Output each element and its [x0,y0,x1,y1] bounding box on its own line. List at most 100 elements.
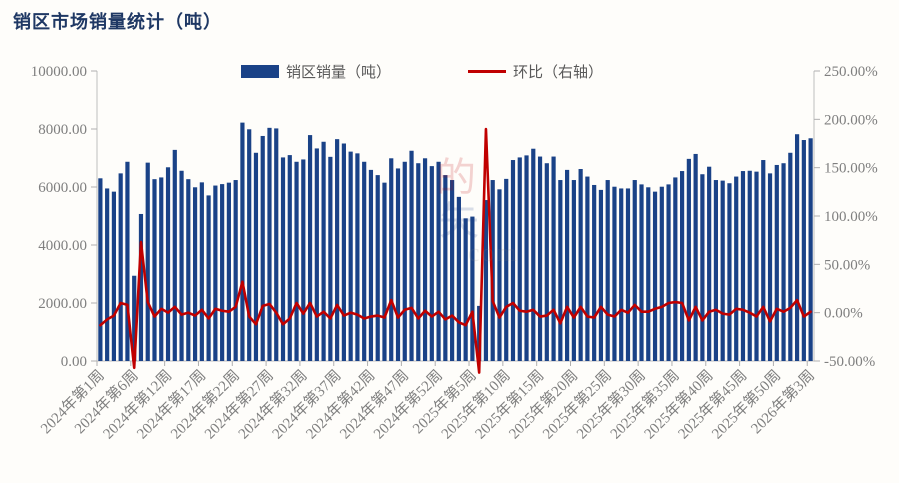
bar [700,174,705,361]
bar [761,160,766,361]
bar [612,186,617,361]
bar [118,173,123,361]
bar [747,170,752,361]
bar [253,152,259,361]
y-axis-right-label: 100.00% [824,209,878,225]
bar [138,213,144,361]
bar [206,195,211,361]
bar [781,163,786,361]
bar [551,156,556,361]
bar [510,160,516,361]
bar [734,176,739,361]
bar [125,161,130,361]
bar [402,161,407,361]
legend-item-ratio: 环比（右轴） [468,63,604,81]
bar [240,122,245,362]
bar [368,169,374,361]
y-axis-left-label: 4000.00 [38,238,87,254]
bar [720,180,725,361]
bar [422,158,428,361]
bar [233,180,238,361]
bar [213,185,218,361]
bar [348,151,353,361]
bar [341,143,346,361]
chart-title: 销区市场销量统计（吨） [13,12,222,32]
bar [280,157,286,361]
y-axis-right-label: -50.00% [824,354,875,370]
legend-bar-swatch [241,64,279,78]
bar [172,149,177,361]
bar [463,218,468,361]
bar [619,188,624,361]
bar [537,156,543,361]
bar [456,196,461,361]
bar [382,182,387,361]
bar [199,182,204,361]
y-axis-left-label: 6000.00 [38,180,87,196]
bar [517,157,522,361]
bar [544,163,549,361]
y-axis-right-label: 250.00% [824,64,878,80]
ratio-line [99,127,812,374]
bar [450,180,455,361]
bar [375,175,380,361]
bar [652,191,658,361]
bar [727,183,732,361]
y-axis-right-label: 50.00% [824,257,870,273]
bar [152,179,157,361]
bar [483,200,489,361]
bar [274,128,279,361]
bar [592,184,597,361]
y-axis-left-label: 2000.00 [38,296,87,312]
y-axis-right-label: 200.00% [824,112,878,128]
bar [693,153,698,361]
bar [132,275,137,361]
bar [713,180,719,361]
y-axis-left-label: 10000.00 [31,64,87,80]
bar [531,148,536,361]
bar [301,159,306,361]
bar [767,173,773,361]
bar [646,187,651,361]
bar [355,153,360,361]
bar [328,156,333,361]
bar [436,161,441,361]
bar [605,180,610,361]
bar [585,176,590,361]
bar [416,163,421,361]
legend-label-ratio: 环比（右轴） [513,64,604,81]
bar [598,189,604,361]
bar [632,180,637,361]
bar [165,167,171,361]
bar [335,139,340,361]
bar [578,169,583,361]
y-axis-left-label: 0.00 [61,354,87,370]
bar [395,168,401,361]
bar [159,177,164,361]
bar [98,178,103,361]
bar [389,158,394,361]
bar [666,184,671,361]
legend-label-sales: 销区销量（吨） [286,64,392,81]
bar [740,171,746,361]
legend-item-sales: 销区销量（吨） [241,63,392,81]
bar [179,170,184,361]
bar [409,150,414,361]
bar [287,155,292,361]
bar [558,180,563,361]
bar [186,179,191,361]
bar [808,138,813,361]
bar [226,182,231,361]
bar [774,164,779,361]
bar [801,140,806,361]
bar [192,187,198,361]
bar [571,180,576,361]
bar [307,135,313,361]
bar [788,152,793,361]
bar [247,129,252,361]
bar [524,155,529,361]
bar [443,175,448,361]
bar [659,186,664,361]
legend-line-swatch [468,69,506,73]
